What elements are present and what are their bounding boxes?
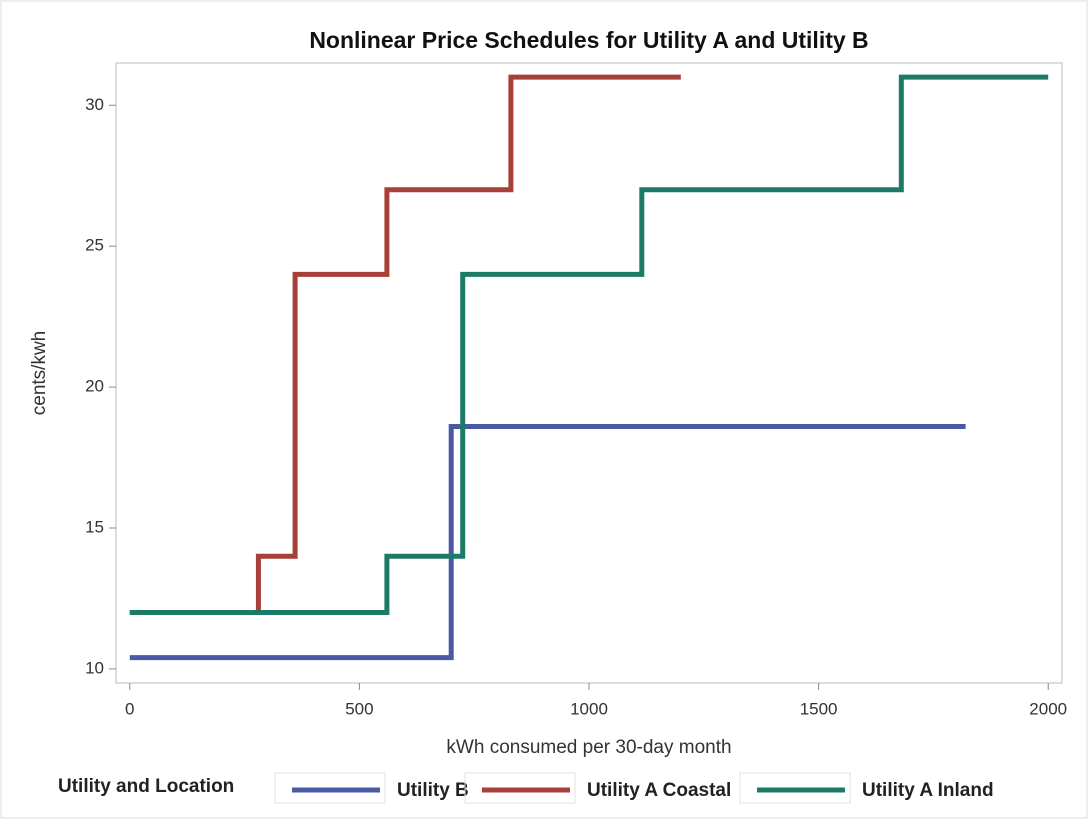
x-axis-label: kWh consumed per 30-day month [446,737,731,758]
legend-label: Utility B [397,780,469,801]
legend-box [274,772,386,804]
x-tick-label: 1500 [800,699,838,718]
chart-title: Nonlinear Price Schedules for Utility A … [309,27,868,53]
y-tick-label: 10 [85,658,104,677]
legend-title: Utility and Location [58,776,234,797]
x-tick-label: 2000 [1029,699,1067,718]
y-tick-label: 20 [85,377,104,396]
line-series [129,74,681,615]
x-tick-label: 0 [125,699,134,718]
line-series [129,74,1049,615]
y-tick-label: 15 [85,517,104,536]
y-axis-label: cents/kwh [29,331,50,415]
legend-label: Utility A Inland [862,780,994,801]
x-tick-label: 1000 [570,699,608,718]
legend-box [464,772,576,804]
line-series [129,424,966,661]
y-tick-label: 30 [85,95,104,114]
x-tick-label: 500 [345,699,373,718]
legend-box [739,772,851,804]
legend-label: Utility A Coastal [587,780,731,801]
y-tick-label: 25 [85,236,104,255]
